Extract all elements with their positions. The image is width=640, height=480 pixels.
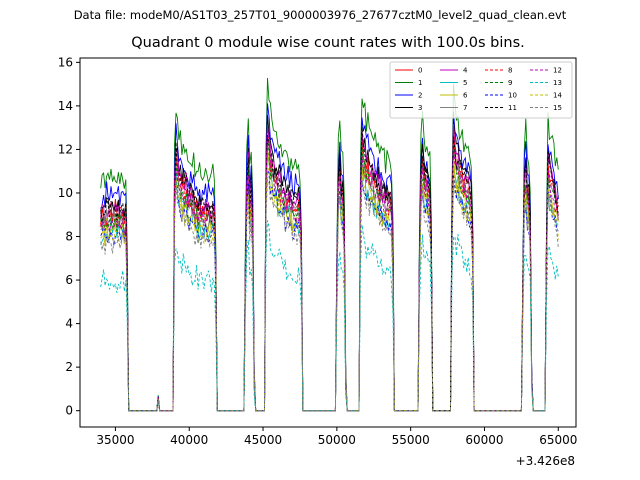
legend-label-9: 9: [508, 79, 512, 87]
y-tick-label: 2: [65, 360, 73, 374]
series-line-14: [100, 160, 559, 412]
y-tick-label: 10: [58, 186, 73, 200]
legend-label-7: 7: [463, 104, 467, 112]
series-line-9: [100, 139, 559, 412]
legend-label-11: 11: [508, 104, 517, 112]
legend-label-4: 4: [463, 67, 468, 75]
legend-label-13: 13: [553, 79, 562, 87]
series-line-11: [100, 127, 559, 412]
legend-label-12: 12: [553, 67, 562, 75]
legend-label-8: 8: [508, 67, 512, 75]
x-tick-label: 60000: [465, 433, 503, 447]
legend-label-2: 2: [418, 92, 422, 100]
plot-frame: [79, 57, 577, 428]
series-line-10: [100, 169, 559, 412]
series-line-1: [100, 77, 559, 412]
x-tick-label: 45000: [244, 433, 282, 447]
legend-label-1: 1: [418, 79, 422, 87]
x-tick-label: 35000: [96, 433, 134, 447]
series-line-13: [100, 220, 559, 412]
y-tick-label: 12: [58, 142, 73, 156]
legend-label-14: 14: [553, 92, 562, 100]
series-line-12: [100, 140, 559, 412]
y-tick-label: 4: [65, 317, 73, 331]
series-line-2: [100, 103, 559, 412]
y-tick-label: 0: [65, 404, 73, 418]
x-tick-label: 65000: [539, 433, 577, 447]
y-tick-label: 14: [58, 99, 73, 113]
series-layer: [100, 77, 559, 412]
y-tick-label: 16: [58, 55, 73, 69]
x-axis-offset-label: +3.426e8: [515, 454, 575, 468]
legend-label-6: 6: [463, 92, 468, 100]
y-axis: 0 2 4 6 8 10 12 14 16: [58, 55, 80, 418]
legend-label-15: 15: [553, 104, 562, 112]
series-line-7: [100, 139, 559, 412]
series-line-3: [100, 115, 559, 412]
legend-label-10: 10: [508, 92, 517, 100]
series-line-6: [100, 147, 559, 412]
series-line-5: [100, 152, 559, 412]
chart-title: Quadrant 0 module wise count rates with …: [131, 35, 525, 51]
x-tick-label: 40000: [170, 433, 208, 447]
x-tick-label: 55000: [392, 433, 430, 447]
x-tick-label: 50000: [318, 433, 356, 447]
figure-suptitle: Data file: modeM0/AS1T03_257T01_90000039…: [73, 8, 567, 22]
series-line-15: [100, 179, 559, 412]
legend-label-3: 3: [418, 104, 422, 112]
legend-label-5: 5: [463, 79, 467, 87]
legend-box: [389, 61, 573, 119]
series-line-0: [100, 128, 559, 412]
y-tick-label: 6: [65, 273, 73, 287]
x-axis: 35000 40000 45000 50000 55000 60000 65000: [96, 427, 577, 447]
series-line-8: [100, 130, 559, 412]
y-tick-label: 8: [65, 230, 73, 244]
legend-label-0: 0: [418, 67, 422, 75]
series-line-4: [100, 123, 559, 412]
